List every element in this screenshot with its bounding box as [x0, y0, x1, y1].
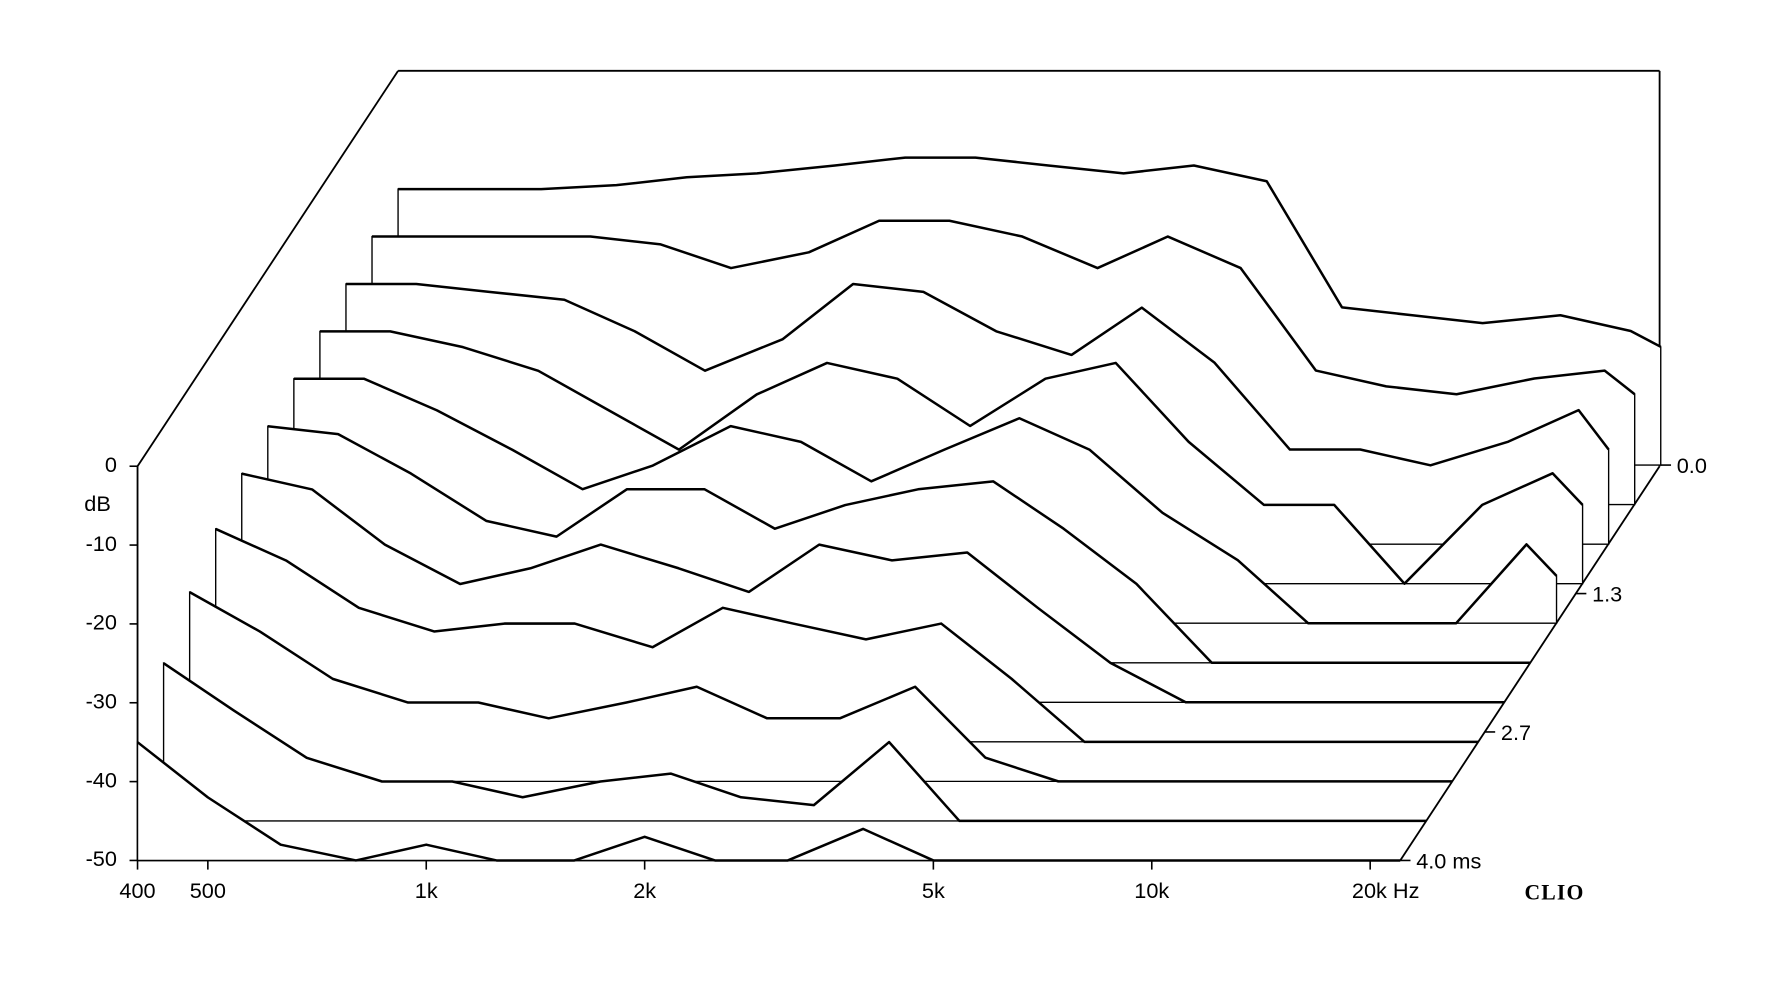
z-tick-label: 0.0	[1677, 453, 1707, 478]
z-tick-label: 1.3	[1592, 582, 1622, 607]
slice-line	[267, 424, 1531, 665]
y-tick-label: 0	[105, 452, 117, 477]
x-tick-label: 20k Hz	[1352, 878, 1420, 903]
x-tick-label: 5k	[922, 878, 945, 903]
x-tick-label: 2k	[633, 878, 656, 903]
x-tick-label: 1k	[415, 878, 438, 903]
y-tick-label: -50	[86, 846, 117, 871]
x-tick-label: 10k	[1134, 878, 1169, 903]
slice-line	[189, 591, 1453, 783]
slice-line	[241, 472, 1505, 704]
slice-line	[215, 527, 1479, 744]
slice-line	[319, 330, 1584, 585]
slice-line	[162, 662, 1427, 823]
z-tick-label: 2.7	[1501, 720, 1531, 745]
x-tick-label: 400	[119, 878, 155, 903]
slice-line	[136, 741, 1401, 862]
frame-edge	[136, 70, 399, 467]
x-tick-label: 500	[190, 878, 226, 903]
y-tick-label: -20	[86, 610, 117, 635]
slices	[136, 156, 1662, 862]
slice-line	[345, 282, 1610, 467]
slice-line	[372, 219, 1636, 396]
z-tick-label: 4.0 ms	[1416, 848, 1481, 873]
y-tick-label: -10	[86, 531, 117, 556]
slice-line	[293, 377, 1558, 625]
brand: CLIO	[1524, 881, 1584, 905]
y-axis-label: dB	[84, 491, 111, 516]
y-tick-label: -30	[86, 688, 117, 713]
y-tick-label: -40	[86, 767, 117, 792]
slice-line	[398, 156, 1662, 348]
